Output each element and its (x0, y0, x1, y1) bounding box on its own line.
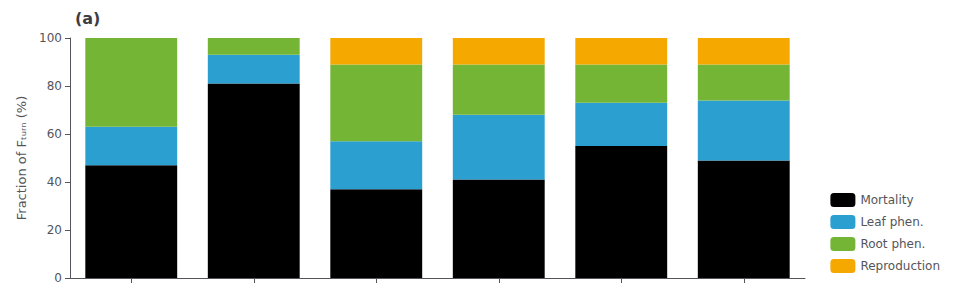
svg-text:Mortality: Mortality (860, 193, 913, 207)
svg-text:60: 60 (47, 127, 62, 141)
svg-text:(a): (a) (75, 9, 100, 28)
svg-text:Leaf phen.: Leaf phen. (860, 215, 923, 229)
svg-text:100: 100 (39, 31, 62, 45)
svg-text:20: 20 (47, 223, 62, 237)
svg-text:40: 40 (47, 175, 62, 189)
svg-text:Fraction of Fₜᵤᵣₙ (%): Fraction of Fₜᵤᵣₙ (%) (14, 96, 29, 220)
svg-text:Reproduction: Reproduction (860, 259, 940, 273)
svg-text:0: 0 (54, 271, 62, 285)
svg-text:80: 80 (47, 79, 62, 93)
svg-text:Root phen.: Root phen. (860, 237, 925, 251)
